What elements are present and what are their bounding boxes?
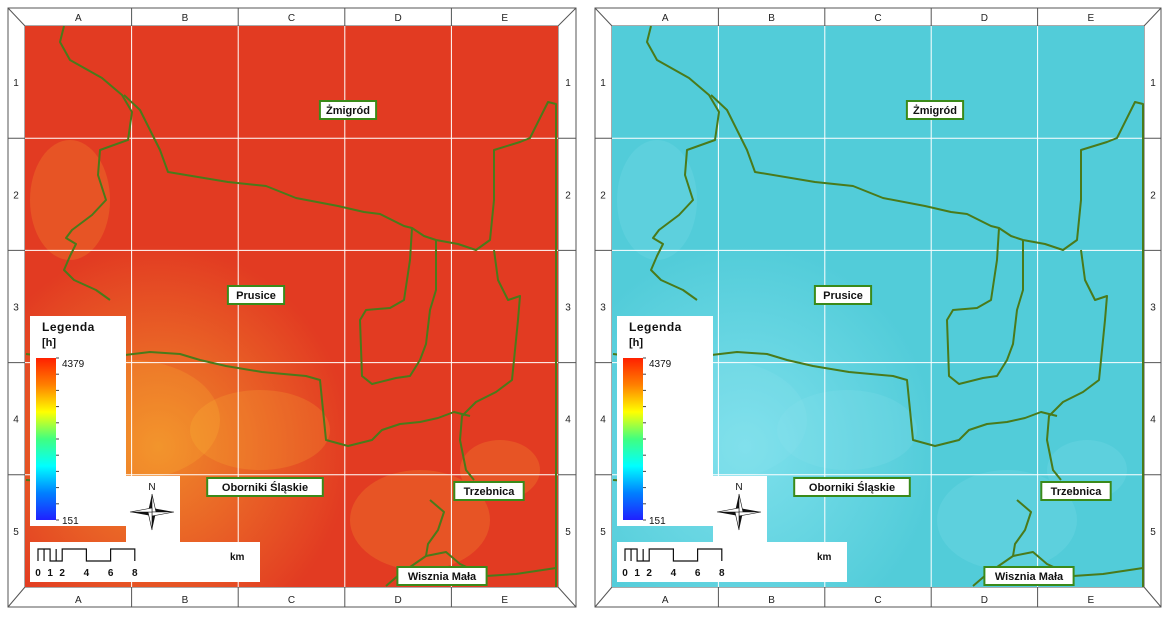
col-label-top-D: D <box>394 13 401 24</box>
svg-text:Prusice: Prusice <box>236 290 276 302</box>
col-label-top-D: D <box>981 13 988 24</box>
place-label: Prusice <box>226 285 286 305</box>
svg-text:Żmigród: Żmigród <box>913 104 957 117</box>
north-label: N <box>735 482 742 493</box>
place-label: Prusice <box>813 285 873 305</box>
row-label-left-4: 4 <box>13 415 19 426</box>
col-label-bottom-A: A <box>75 595 82 606</box>
north-arrow-icon: N <box>716 482 762 531</box>
row-label-right-1: 1 <box>565 78 571 89</box>
place-label: Wisznia Mała <box>983 566 1075 586</box>
map-panel-right: A A B B C C D D E E 1 1 2 2 3 3 4 4 5 5 Żmigród Prusice Oborni… <box>587 0 1170 617</box>
place-label: Oborniki Śląskie <box>206 477 324 497</box>
col-label-bottom-E: E <box>501 595 508 606</box>
legend-color-ramp <box>623 358 643 520</box>
col-label-bottom-B: B <box>182 595 189 606</box>
map-panel-left: A A B B C C D D E E 1 1 2 2 3 3 4 4 5 5 Żmigród Prusice Oborni… <box>7 7 577 608</box>
legend-max: 4379 <box>649 359 672 370</box>
svg-text:Wisznia Mała: Wisznia Mała <box>408 571 477 583</box>
col-label-top-A: A <box>75 13 82 24</box>
col-label-top-E: E <box>501 13 508 24</box>
scale-unit: km <box>817 552 832 563</box>
legend-min: 151 <box>649 516 666 527</box>
row-label-right-1: 1 <box>1150 78 1156 89</box>
row-label-right-3: 3 <box>565 303 571 314</box>
row-label-left-3: 3 <box>600 303 606 314</box>
svg-text:Wisznia Mała: Wisznia Mała <box>995 571 1064 583</box>
legend-max: 4379 <box>62 359 85 370</box>
row-label-left-1: 1 <box>600 78 606 89</box>
scale-tick-label: 8 <box>132 568 138 579</box>
col-label-bottom-A: A <box>662 595 669 606</box>
scale-tick-label: 2 <box>646 568 652 579</box>
legend-color-ramp <box>36 358 56 520</box>
scale-tick-label: 4 <box>84 568 90 579</box>
svg-text:Trzebnica: Trzebnica <box>1051 486 1103 498</box>
row-label-right-2: 2 <box>1150 190 1156 201</box>
col-label-bottom-B: B <box>768 595 775 606</box>
scale-tick-label: 0 <box>622 568 628 579</box>
row-label-left-2: 2 <box>600 190 606 201</box>
row-label-left-5: 5 <box>13 527 19 538</box>
place-label: Wisznia Mała <box>396 566 488 586</box>
scale-tick-label: 2 <box>59 568 65 579</box>
col-label-bottom-D: D <box>981 595 988 606</box>
row-label-left-4: 4 <box>600 415 606 426</box>
row-label-right-4: 4 <box>565 415 571 426</box>
row-label-left-3: 3 <box>13 303 19 314</box>
col-label-bottom-C: C <box>288 595 295 606</box>
scale-bar: 0 1 2 4 6 8 km <box>617 542 847 582</box>
col-label-top-B: B <box>768 13 775 24</box>
col-label-bottom-E: E <box>1087 595 1094 606</box>
scale-tick-label: 6 <box>108 568 114 579</box>
legend-title: Legenda <box>42 320 95 334</box>
legend-unit: [h] <box>42 337 56 349</box>
scale-bar: 0 1 2 4 6 8 km <box>30 542 260 582</box>
col-label-top-E: E <box>1087 13 1094 24</box>
place-label: Trzebnica <box>1040 481 1112 501</box>
row-label-right-3: 3 <box>1150 303 1156 314</box>
col-label-top-C: C <box>288 13 295 24</box>
row-label-right-5: 5 <box>1150 527 1156 538</box>
col-label-top-C: C <box>874 13 881 24</box>
col-label-top-B: B <box>182 13 189 24</box>
scale-unit: km <box>230 552 245 563</box>
row-label-right-4: 4 <box>1150 415 1156 426</box>
scale-tick-label: 4 <box>671 568 677 579</box>
svg-text:Oborniki Śląskie: Oborniki Śląskie <box>222 481 308 494</box>
legend: Legenda [h] 4379 151 <box>617 316 767 542</box>
col-label-bottom-D: D <box>394 595 401 606</box>
row-label-left-1: 1 <box>13 78 19 89</box>
north-label: N <box>148 482 155 493</box>
scale-tick-label: 6 <box>695 568 701 579</box>
scale-tick-label: 0 <box>35 568 41 579</box>
col-label-top-A: A <box>662 13 669 24</box>
legend-title: Legenda <box>629 320 682 334</box>
row-label-right-5: 5 <box>565 527 571 538</box>
svg-text:Trzebnica: Trzebnica <box>464 486 516 498</box>
row-label-left-5: 5 <box>600 527 606 538</box>
legend-unit: [h] <box>629 337 643 349</box>
place-label: Żmigród <box>905 100 965 120</box>
row-label-left-2: 2 <box>13 190 19 201</box>
scale-tick-label: 1 <box>47 568 53 579</box>
col-label-bottom-C: C <box>874 595 881 606</box>
svg-text:Żmigród: Żmigród <box>326 104 370 117</box>
place-label: Oborniki Śląskie <box>793 477 911 497</box>
svg-text:Oborniki Śląskie: Oborniki Śląskie <box>809 481 895 494</box>
place-label: Trzebnica <box>453 481 525 501</box>
scale-tick-label: 1 <box>634 568 640 579</box>
north-arrow-icon: N <box>129 482 175 531</box>
legend-min: 151 <box>62 516 79 527</box>
row-label-right-2: 2 <box>565 190 571 201</box>
scale-tick-label: 8 <box>719 568 725 579</box>
place-label: Żmigród <box>318 100 378 120</box>
svg-text:Prusice: Prusice <box>823 290 863 302</box>
legend: Legenda [h] 4379 151 <box>30 316 180 542</box>
